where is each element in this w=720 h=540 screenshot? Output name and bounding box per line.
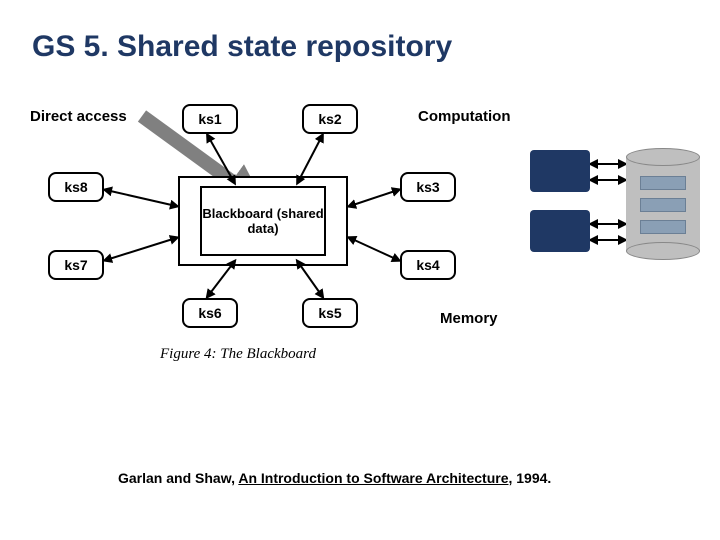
node-ks3-label: ks3 <box>416 179 439 195</box>
node-ks6-label: ks6 <box>198 305 221 321</box>
slide-title: GS 5. Shared state repository <box>32 30 452 64</box>
citation-title: An Introduction to Software Architecture <box>238 470 508 486</box>
disk-row-2 <box>640 198 686 212</box>
citation: Garlan and Shaw, An Introduction to Soft… <box>118 470 551 486</box>
figure-caption: Figure 4: The Blackboard <box>160 346 316 363</box>
gray-arrow-layer <box>0 0 720 540</box>
disk-row-3 <box>640 220 686 234</box>
node-ks4: ks4 <box>400 250 456 280</box>
citation-suffix: , 1994. <box>508 470 551 486</box>
node-ks2: ks2 <box>302 104 358 134</box>
node-ks5: ks5 <box>302 298 358 328</box>
node-ks4-label: ks4 <box>416 257 439 273</box>
disk-row-1 <box>640 176 686 190</box>
node-ks1: ks1 <box>182 104 238 134</box>
label-memory: Memory <box>440 310 498 327</box>
citation-prefix: Garlan and Shaw, <box>118 470 238 486</box>
arrow-layer <box>0 0 720 540</box>
processor-box-1 <box>530 150 590 192</box>
node-ks8: ks8 <box>48 172 104 202</box>
node-ks2-label: ks2 <box>318 111 341 127</box>
processor-box-2 <box>530 210 590 252</box>
label-computation: Computation <box>418 108 510 125</box>
node-ks7: ks7 <box>48 250 104 280</box>
node-ks7-label: ks7 <box>64 257 87 273</box>
node-ks8-label: ks8 <box>64 179 87 195</box>
slide-root: GS 5. Shared state repository Direct acc… <box>0 0 720 540</box>
label-direct-access: Direct access <box>30 108 127 125</box>
node-ks6: ks6 <box>182 298 238 328</box>
node-ks3: ks3 <box>400 172 456 202</box>
blackboard-label: Blackboard (shared data) <box>202 206 324 236</box>
blackboard-inner: Blackboard (shared data) <box>200 186 326 256</box>
node-ks1-label: ks1 <box>198 111 221 127</box>
node-ks5-label: ks5 <box>318 305 341 321</box>
